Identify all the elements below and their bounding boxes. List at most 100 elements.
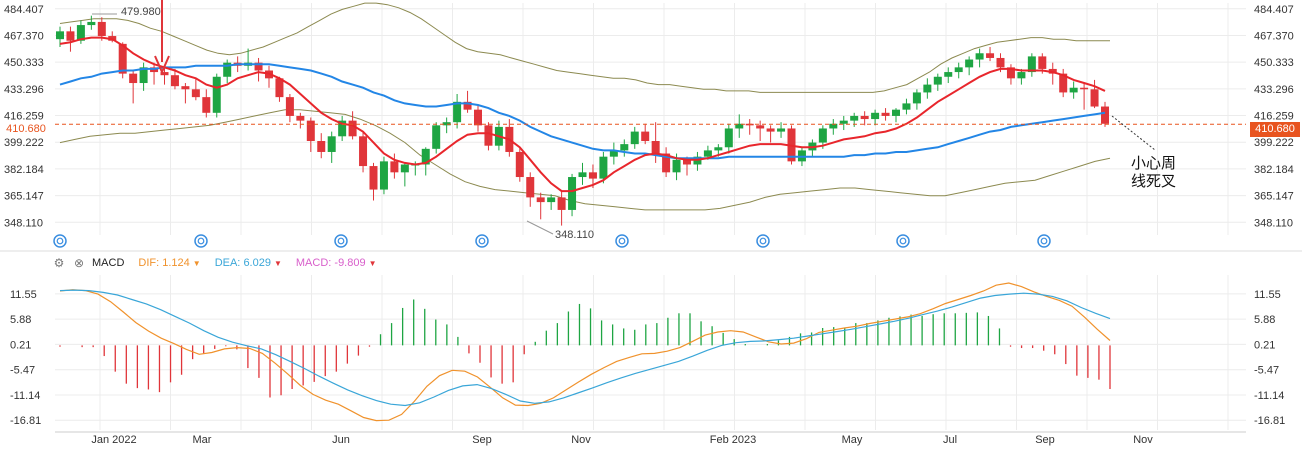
candle-body [777, 128, 786, 132]
candle [1017, 68, 1026, 85]
candle [453, 94, 462, 129]
macd-y-tick-right: 5.88 [1254, 314, 1275, 326]
candle [620, 139, 629, 157]
candle-body [526, 177, 535, 198]
y-tick-label-right: 416.259 [1254, 111, 1294, 123]
candle [662, 147, 671, 178]
candle-body [1017, 72, 1026, 79]
candle-body [954, 67, 963, 73]
y-tick-label-right: 484.407 [1254, 4, 1294, 16]
ma-red-line [59, 36, 1106, 193]
event-marker-icon[interactable] [896, 234, 910, 248]
candle [599, 151, 608, 184]
event-marker-icon[interactable] [475, 234, 489, 248]
overlay [55, 0, 1246, 235]
bollinger-lower-line [59, 109, 1111, 211]
candle-body [359, 136, 368, 167]
settings-icon[interactable]: ⚙ [53, 256, 65, 270]
candle-body [536, 197, 545, 203]
candle [296, 112, 305, 129]
candle [923, 78, 932, 99]
close-icon[interactable]: ⊗ [73, 256, 85, 270]
candle-body [421, 148, 430, 165]
candle-body [379, 161, 388, 190]
candle [881, 108, 890, 121]
macd-readout[interactable]: MACD: -9.809 ▼ [296, 257, 377, 269]
candle-body [1069, 87, 1078, 93]
macd-y-tick-left: 0.21 [10, 339, 31, 351]
candle [463, 90, 472, 113]
y-tick-label-right: 365.147 [1254, 191, 1294, 203]
annotation-line-2: 线死叉 [1131, 172, 1177, 190]
last-price-tag-right: 410.680 [1250, 122, 1300, 137]
macd-y-tick-right: -16.81 [1254, 415, 1285, 427]
macd-y-tick-right: 0.21 [1254, 339, 1275, 351]
candle-body [818, 128, 827, 143]
candle-body [641, 131, 650, 141]
candle [578, 162, 587, 185]
dropdown-triangle-icon[interactable]: ▼ [273, 259, 282, 268]
candle [944, 67, 953, 84]
candle [777, 122, 786, 138]
indicator-name[interactable]: MACD [92, 257, 125, 269]
candle [1069, 81, 1078, 99]
candle-body [139, 67, 148, 84]
candle-body [683, 159, 691, 165]
y-tick-label-right: 450.333 [1254, 57, 1294, 69]
candle [557, 191, 566, 226]
y-tick-label-right: 348.110 [1254, 217, 1293, 229]
candle-body [714, 147, 723, 151]
candle [1080, 83, 1089, 110]
candle-body [191, 89, 200, 98]
dif-readout[interactable]: DIF: 1.124 ▼ [138, 257, 200, 269]
event-marker-ring [1037, 234, 1051, 248]
event-marker-ring [475, 234, 489, 248]
event-marker-icon[interactable] [334, 234, 348, 248]
event-marker-icon[interactable] [53, 234, 67, 248]
candle-body [892, 109, 900, 116]
event-marker-icon[interactable] [756, 234, 770, 248]
dea-readout[interactable]: DEA: 6.029 ▼ [215, 257, 282, 269]
bollinger-bands [59, 2, 1111, 211]
candle-body [129, 73, 138, 84]
dropdown-triangle-icon[interactable]: ▼ [192, 259, 201, 268]
candle-body [766, 128, 775, 132]
candle-body [651, 141, 660, 154]
event-marker-icon[interactable] [615, 234, 629, 248]
candle [306, 117, 315, 152]
event-marker-core [899, 237, 907, 245]
candle [965, 56, 974, 76]
low-leader-line [526, 220, 554, 235]
candle-body [839, 120, 848, 124]
annotation-arrow-head [154, 55, 170, 75]
macd-y-tick-left: -16.81 [10, 415, 41, 427]
event-marker-ring [896, 234, 910, 248]
candle [432, 122, 441, 154]
macd-y-tick-left: 5.88 [10, 314, 31, 326]
candle-body [317, 141, 326, 152]
candle [390, 153, 399, 179]
dropdown-triangle-icon[interactable]: ▼ [368, 259, 377, 268]
candle [912, 89, 921, 110]
macd-y-tick-left: -11.14 [10, 390, 40, 402]
y-tick-label-left: 399.222 [4, 137, 44, 149]
candle [317, 133, 326, 159]
candle-body [202, 97, 211, 113]
candle [359, 131, 368, 173]
annotation-leader [1111, 115, 1156, 151]
candle-body [254, 62, 263, 71]
candle [285, 94, 294, 123]
x-tick-label: Sep [472, 434, 492, 446]
candle [756, 120, 765, 141]
candle [745, 119, 754, 135]
candle [181, 83, 190, 104]
y-tick-label-left: 416.259 [4, 111, 44, 123]
event-marker-icon[interactable] [1037, 234, 1051, 248]
candle [66, 26, 75, 52]
event-marker-icon[interactable] [194, 234, 208, 248]
candle-body [850, 115, 859, 121]
candle [1027, 53, 1036, 77]
candle [693, 151, 702, 171]
candle [170, 68, 179, 90]
candle-body [568, 177, 577, 210]
